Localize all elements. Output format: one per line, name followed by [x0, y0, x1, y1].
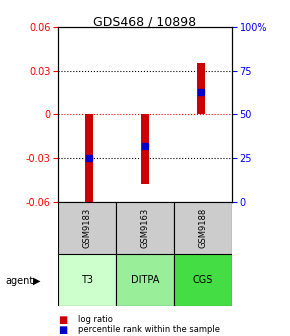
- Text: log ratio: log ratio: [78, 316, 113, 324]
- Bar: [141, 114, 149, 184]
- Text: ■: ■: [58, 325, 67, 335]
- Text: GDS468 / 10898: GDS468 / 10898: [93, 15, 197, 28]
- Text: agent: agent: [6, 276, 34, 286]
- Text: DITPA: DITPA: [131, 275, 159, 285]
- Text: GSM9183: GSM9183: [82, 208, 92, 248]
- Bar: [174, 202, 232, 254]
- Text: GSM9188: GSM9188: [198, 208, 208, 248]
- Text: percentile rank within the sample: percentile rank within the sample: [78, 326, 220, 334]
- Bar: [116, 254, 174, 306]
- Bar: [116, 202, 174, 254]
- Text: T3: T3: [81, 275, 93, 285]
- Text: CGS: CGS: [193, 275, 213, 285]
- Bar: [85, 114, 93, 206]
- Bar: [197, 63, 205, 114]
- Text: ■: ■: [58, 315, 67, 325]
- Bar: [58, 202, 116, 254]
- Bar: [174, 254, 232, 306]
- Text: ▶: ▶: [33, 276, 41, 286]
- Bar: [58, 254, 116, 306]
- Text: GSM9163: GSM9163: [140, 208, 150, 248]
